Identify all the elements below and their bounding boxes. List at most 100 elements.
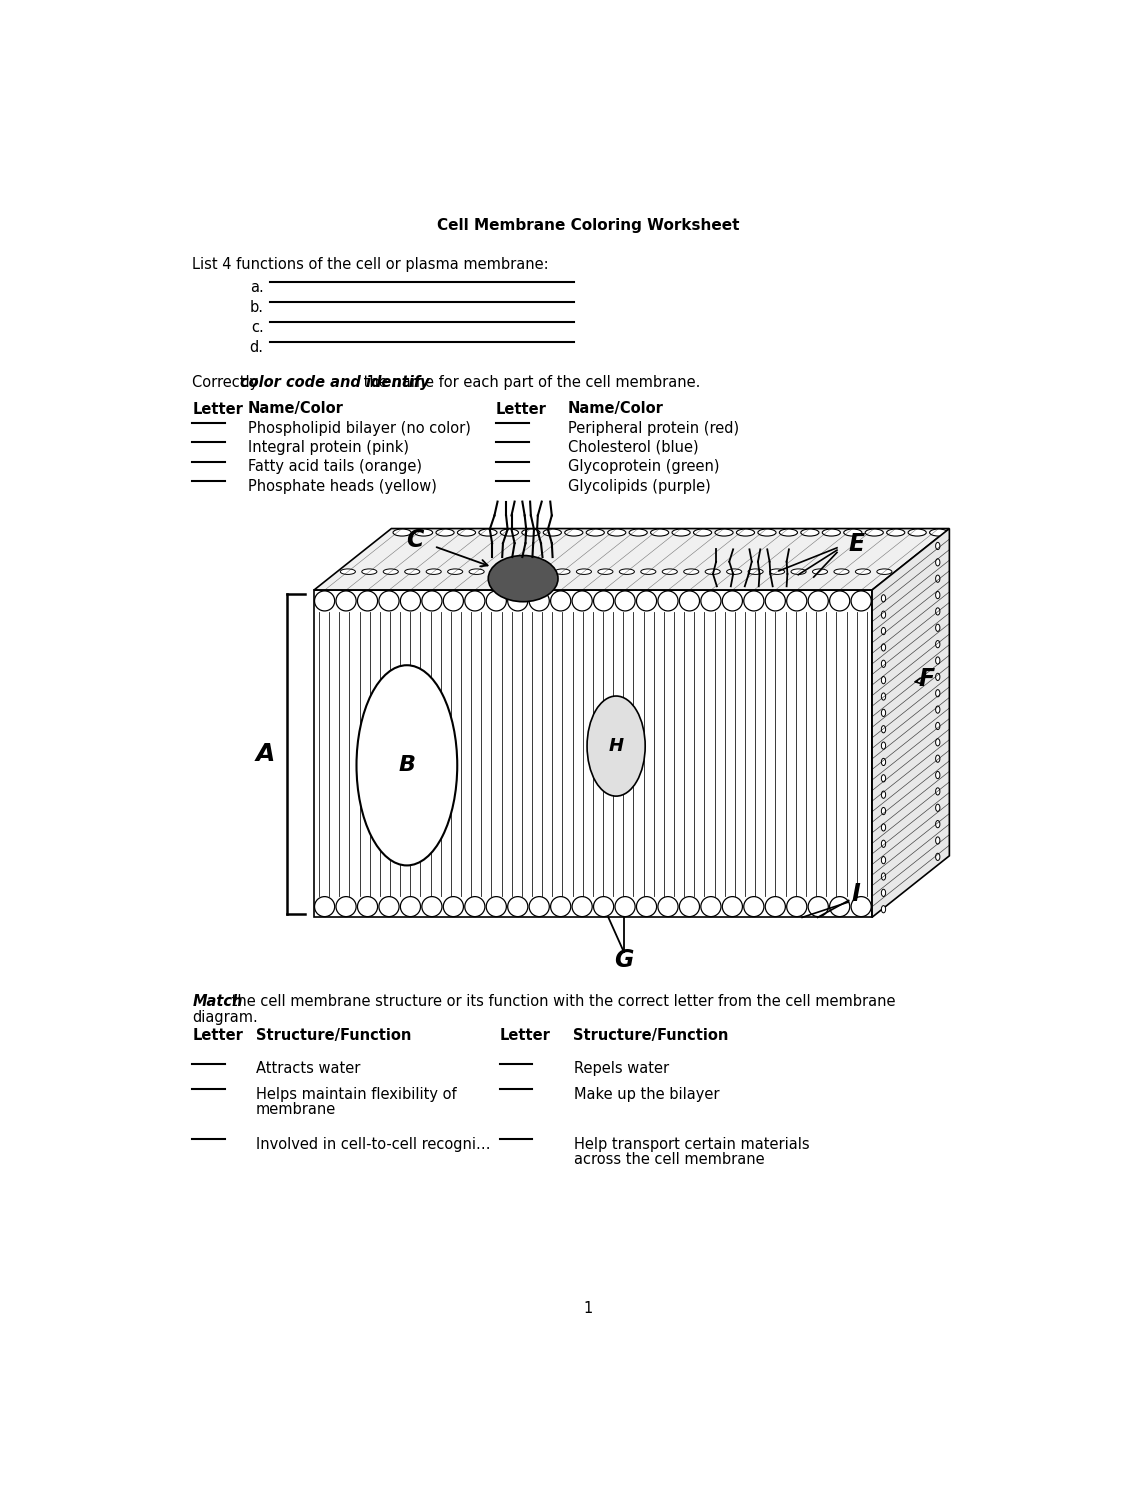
Ellipse shape [844,529,861,536]
Ellipse shape [881,661,885,667]
Ellipse shape [936,805,939,811]
Text: membrane: membrane [256,1102,336,1117]
Ellipse shape [405,569,420,575]
Text: the name for each part of the cell membrane.: the name for each part of the cell membr… [359,376,700,391]
Circle shape [443,897,463,916]
Ellipse shape [458,529,476,536]
Text: Involved in cell-to-cell recogni…: Involved in cell-to-cell recogni… [256,1138,490,1152]
Ellipse shape [650,529,669,536]
Ellipse shape [641,569,656,575]
Ellipse shape [736,529,755,536]
Ellipse shape [533,569,548,575]
Text: E: E [849,532,865,555]
Text: Letter: Letter [193,1028,243,1042]
Ellipse shape [881,628,885,634]
Ellipse shape [500,529,518,536]
Circle shape [723,591,742,610]
Circle shape [829,591,850,610]
Ellipse shape [881,906,885,913]
Ellipse shape [881,775,885,783]
Circle shape [679,897,700,916]
Circle shape [787,591,806,610]
Circle shape [679,591,700,610]
Text: Help transport certain materials: Help transport certain materials [574,1138,809,1152]
Circle shape [422,897,442,916]
Ellipse shape [936,771,939,778]
Ellipse shape [936,640,939,647]
Ellipse shape [694,529,711,536]
Text: Phosphate heads (yellow): Phosphate heads (yellow) [248,478,437,493]
Text: Repels water: Repels water [574,1062,669,1077]
Circle shape [551,897,571,916]
Circle shape [809,897,828,916]
Text: Letter: Letter [500,1028,551,1042]
Text: the cell membrane structure or its function with the correct letter from the cel: the cell membrane structure or its funct… [227,995,896,1010]
Text: Letter: Letter [193,401,243,416]
Text: a.: a. [250,279,264,296]
Text: Fatty acid tails (orange): Fatty acid tails (orange) [248,459,422,474]
Ellipse shape [522,529,540,536]
Text: Glycoprotein (green): Glycoprotein (green) [568,459,719,474]
Circle shape [637,591,656,610]
Ellipse shape [936,838,939,843]
Ellipse shape [881,677,885,683]
Ellipse shape [822,529,841,536]
Ellipse shape [489,555,557,601]
Circle shape [593,897,614,916]
Ellipse shape [881,693,885,699]
Ellipse shape [469,569,484,575]
Text: Integral protein (pink): Integral protein (pink) [248,440,409,454]
Circle shape [443,591,463,610]
Ellipse shape [881,808,885,815]
Text: B: B [398,756,415,775]
Ellipse shape [881,710,885,716]
Ellipse shape [564,529,583,536]
Text: 1: 1 [583,1301,593,1316]
Text: d.: d. [250,340,264,355]
Circle shape [572,897,592,916]
Ellipse shape [881,792,885,799]
Ellipse shape [555,569,570,575]
Text: Phospholipid bilayer (no color): Phospholipid bilayer (no color) [248,420,471,435]
Ellipse shape [936,722,939,729]
Circle shape [743,897,764,916]
Ellipse shape [887,529,905,536]
Ellipse shape [801,529,819,536]
Text: diagram.: diagram. [193,1010,258,1025]
Text: Name/Color: Name/Color [248,401,344,416]
Ellipse shape [936,656,939,664]
Ellipse shape [936,558,939,566]
Ellipse shape [908,529,927,536]
Circle shape [809,591,828,610]
Circle shape [658,897,678,916]
Ellipse shape [936,542,939,549]
Polygon shape [314,529,950,590]
Text: Structure/Function: Structure/Function [256,1028,411,1042]
Ellipse shape [936,607,939,615]
Text: Cell Membrane Coloring Worksheet: Cell Membrane Coloring Worksheet [437,218,739,233]
Ellipse shape [936,624,939,631]
Circle shape [765,591,786,610]
Circle shape [336,591,356,610]
Text: A: A [256,742,275,766]
Text: List 4 functions of the cell or plasma membrane:: List 4 functions of the cell or plasma m… [193,257,548,272]
Ellipse shape [881,824,885,832]
Ellipse shape [393,529,411,536]
Ellipse shape [414,529,432,536]
Ellipse shape [936,673,939,680]
Circle shape [314,591,335,610]
Ellipse shape [748,569,763,575]
Circle shape [551,591,571,610]
Circle shape [508,591,528,610]
Ellipse shape [726,569,742,575]
Ellipse shape [361,569,377,575]
Text: Correctly: Correctly [193,376,263,391]
Text: Name/Color: Name/Color [568,401,664,416]
Ellipse shape [587,696,645,796]
Ellipse shape [608,529,626,536]
Circle shape [723,897,742,916]
Ellipse shape [779,529,797,536]
Ellipse shape [544,529,561,536]
Text: Glycolipids (purple): Glycolipids (purple) [568,478,711,493]
Text: b.: b. [250,300,264,315]
